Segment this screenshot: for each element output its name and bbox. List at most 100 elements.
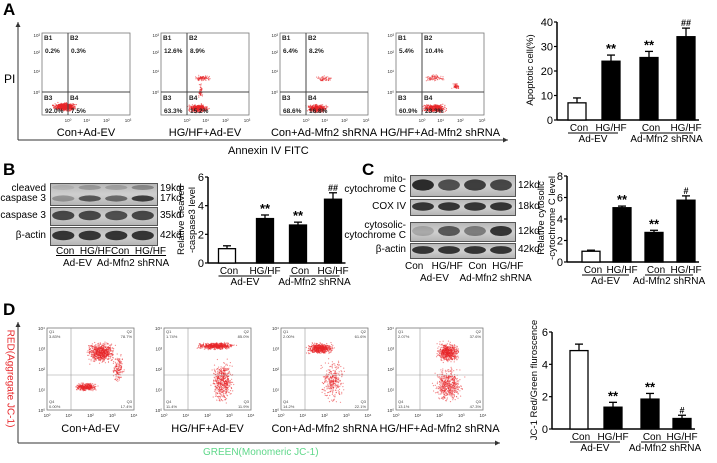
event-dot [97,347,99,349]
protein-band [464,179,486,191]
event-dot [81,389,83,391]
event-dot [201,344,203,346]
event-dot [94,388,96,390]
panel-d-x-axis-label: GREEN(Monomeric JC-1) [203,447,319,458]
event-dot [90,382,92,384]
event-dot [225,368,227,370]
event-dot [98,348,101,350]
event-dot [329,79,331,81]
event-dot [94,348,96,350]
event-dot [216,381,218,383]
event-dot [226,342,228,344]
event-dot [441,78,443,80]
event-dot [103,344,105,346]
protein-band [490,246,512,254]
protein-band [490,179,512,191]
event-dot [74,105,76,107]
event-dot [218,388,220,390]
event-dot [91,349,93,351]
y-tick-label: 10⁰ [387,90,394,95]
quadrant-name: B4 [308,95,317,102]
event-dot [221,389,223,391]
event-dot [216,388,219,390]
event-dot [103,345,105,347]
event-dot [227,369,230,371]
event-dot [116,367,118,369]
event-dot [323,75,325,77]
event-dot [229,384,231,386]
event-dot [217,392,219,394]
event-dot [321,79,324,81]
event-dot [223,373,225,375]
protein-band [490,225,512,237]
quadrant-name: B1 [163,35,172,42]
event-dot [221,371,223,373]
flow-cytometry-plot: 10⁰10⁰10¹10¹10²10²10³10³B16.4%B28.2%B368… [271,32,378,139]
protein-band [438,202,460,211]
protein-band [464,202,486,211]
event-dot [99,355,101,357]
event-dot [72,105,74,107]
event-dot [98,359,100,361]
event-dot [442,76,444,78]
event-dot [230,393,232,395]
event-dot [225,386,227,388]
event-dot [105,344,107,346]
quadrant-percent: 8.2% [309,48,324,55]
event-dot [220,385,222,387]
event-dot [201,94,204,96]
x-tick-label: 10¹ [321,118,328,123]
event-dot [431,79,433,81]
protein-band [105,195,128,202]
event-dot [119,361,121,363]
event-dot [66,108,68,110]
y-tick-label: 10¹ [155,388,162,393]
plot-frame [395,32,485,116]
event-dot [111,343,113,345]
event-dot [54,108,56,110]
event-dot [80,382,82,384]
event-dot [203,78,205,80]
quadrant-percent: 85.0% [238,334,250,339]
event-dot [82,382,84,384]
event-dot [94,355,96,357]
event-dot [82,390,84,392]
event-dot [198,104,200,106]
event-dot [94,356,96,359]
x-tick-label: 10³ [244,118,251,123]
event-dot [98,345,100,347]
plot-frame [160,32,250,116]
plot-caption: HG/HF+Ad-EV [171,423,244,435]
event-dot [199,76,202,78]
event-dot [322,78,324,80]
event-dot [212,396,214,398]
blot-band-beta-actin [410,243,516,259]
event-dot [82,385,84,387]
event-dot [429,78,431,80]
event-dot [69,107,71,110]
event-dot [208,75,210,78]
event-dot [111,358,113,361]
x-tick-label: 10⁴ [131,413,138,418]
event-dot [213,368,215,370]
blot-band-cytosolic-cytochrome-c [410,222,516,242]
event-dot [233,344,235,346]
event-dot [215,371,217,373]
event-dot [111,350,113,352]
event-dot [103,352,105,355]
blot-label: COX IV [372,201,406,212]
event-dot [57,101,59,104]
protein-band [52,230,75,241]
event-dot [219,382,221,384]
y-tick-label: 10¹ [387,69,394,74]
event-dot [93,383,95,385]
event-dot [114,378,117,380]
event-dot [98,355,100,357]
event-dot [60,105,62,107]
event-dot [105,348,108,350]
event-dot [88,345,90,347]
x-tick-label: 10² [457,118,464,123]
event-dot [218,390,220,392]
event-dot [106,353,108,355]
event-dot [219,343,221,345]
